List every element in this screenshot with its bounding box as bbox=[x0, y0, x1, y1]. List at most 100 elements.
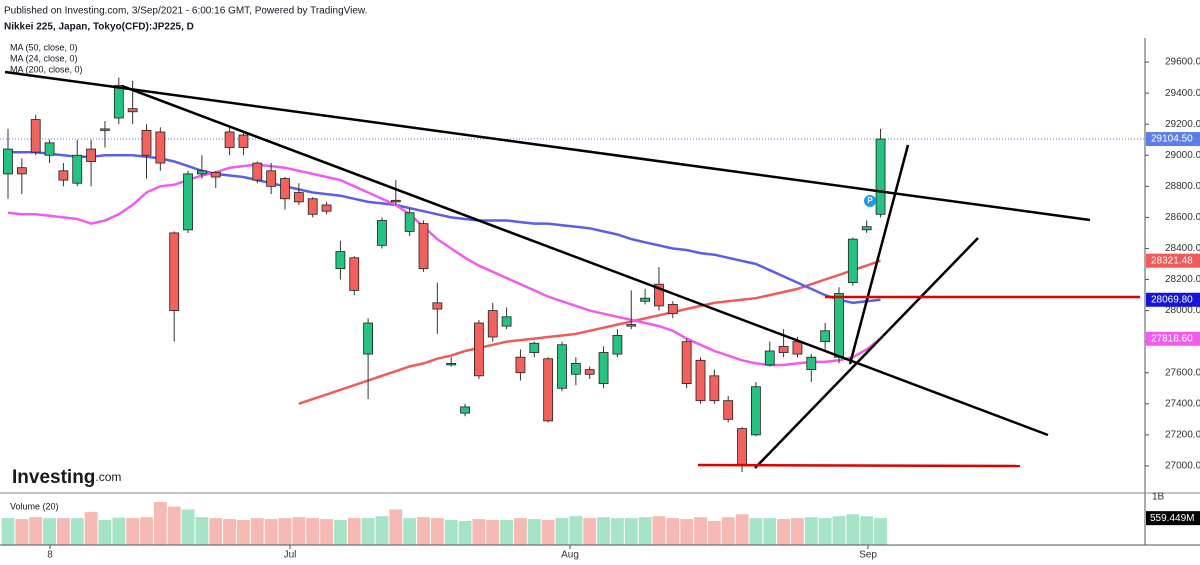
candle-body bbox=[100, 128, 110, 131]
volume-bar bbox=[167, 506, 181, 545]
candle-body bbox=[307, 198, 318, 215]
volume-bar bbox=[112, 517, 126, 545]
candle-body bbox=[321, 204, 332, 212]
volume-bar bbox=[652, 516, 666, 545]
volume-bar bbox=[70, 518, 84, 545]
candle-body bbox=[861, 226, 872, 231]
volume-bar bbox=[375, 516, 389, 545]
volume-bar bbox=[320, 519, 333, 545]
volume-bar bbox=[597, 517, 610, 545]
trend-line bbox=[4, 70, 1091, 222]
instrument-text: Nikkei 225, Japan, Tokyo(CFD):JP225, D bbox=[4, 22, 194, 33]
volume-bar bbox=[140, 517, 153, 545]
candle-body bbox=[16, 167, 27, 175]
volume-bar bbox=[707, 521, 721, 545]
candle-body bbox=[86, 148, 96, 162]
price-label: 27818.60 bbox=[1151, 333, 1193, 344]
candle-body bbox=[847, 238, 858, 284]
candle-body bbox=[113, 84, 124, 119]
volume-last-box bbox=[1146, 511, 1200, 526]
volume-bar bbox=[458, 521, 472, 545]
volume-bar bbox=[209, 518, 223, 545]
candle-body bbox=[709, 375, 720, 402]
volume-bar bbox=[763, 518, 777, 545]
candle-body bbox=[487, 310, 498, 338]
candle-body bbox=[404, 212, 415, 232]
marker-text: P bbox=[867, 196, 873, 205]
candle-body bbox=[141, 130, 152, 156]
volume-bar bbox=[721, 517, 735, 545]
marker-icon bbox=[864, 195, 876, 207]
volume-bar bbox=[403, 518, 417, 545]
candle-body bbox=[612, 335, 623, 355]
candle-body bbox=[169, 232, 180, 311]
candle-body bbox=[44, 142, 55, 156]
price-label: 28321.48 bbox=[1151, 255, 1193, 266]
last-price-label: 29104.50 bbox=[1151, 134, 1193, 145]
x-tick-label: Jul bbox=[284, 550, 297, 561]
price-label-box bbox=[1146, 253, 1200, 268]
candle-body bbox=[335, 251, 346, 270]
candle-body bbox=[515, 356, 526, 374]
y-tick-label: 27200.00 bbox=[1165, 429, 1200, 440]
candle-body bbox=[834, 293, 844, 358]
volume-bar bbox=[486, 520, 500, 545]
candle-body bbox=[737, 428, 747, 465]
volume-bar bbox=[43, 518, 56, 545]
candle-body bbox=[363, 322, 374, 355]
volume-bar bbox=[846, 514, 860, 545]
candle-body bbox=[224, 131, 235, 148]
volume-bar bbox=[1, 518, 15, 545]
x-tick-label: Aug bbox=[561, 550, 579, 561]
candle-body bbox=[390, 199, 401, 203]
volume-bar bbox=[195, 517, 209, 545]
volume-bar bbox=[624, 518, 638, 545]
volume-bar bbox=[223, 519, 237, 545]
candle-body bbox=[501, 316, 512, 327]
volume-bar bbox=[610, 518, 624, 545]
candle-body bbox=[764, 350, 775, 366]
volume-bar bbox=[791, 518, 804, 545]
candle-body bbox=[529, 342, 540, 353]
y-tick-label: 29000.00 bbox=[1165, 150, 1200, 161]
y-tick-label: 27000.00 bbox=[1165, 461, 1200, 472]
price-label-box bbox=[1146, 331, 1200, 346]
y-tick-label: 27400.00 bbox=[1165, 398, 1200, 409]
volume-bar bbox=[735, 514, 749, 545]
volume-bar bbox=[361, 518, 375, 545]
volume-bar bbox=[680, 519, 694, 545]
volume-bar bbox=[153, 502, 167, 545]
volume-last-label: 559.449M bbox=[1150, 513, 1194, 524]
volume-bar bbox=[292, 517, 306, 545]
last-price-box bbox=[1146, 132, 1200, 147]
candle-body bbox=[293, 192, 304, 203]
published-text: Published on Investing.com, 3/Sep/2021 -… bbox=[4, 6, 367, 17]
candle-body bbox=[584, 369, 595, 375]
logo-main: Investing bbox=[12, 467, 95, 488]
marks bbox=[1, 77, 887, 545]
candle-body bbox=[418, 223, 429, 270]
volume-bar bbox=[333, 520, 347, 545]
candle-body bbox=[806, 356, 817, 371]
volume-bar bbox=[818, 518, 832, 545]
candle-body bbox=[598, 352, 609, 385]
candle-body bbox=[751, 386, 761, 436]
overlay: Volume (20) 1B 559.449M MA (50, close, 0) 28… bbox=[10, 42, 1200, 526]
volume-bar bbox=[444, 520, 458, 545]
candle-body bbox=[280, 178, 290, 200]
volume-bar bbox=[430, 518, 444, 545]
volume-bar bbox=[583, 518, 597, 545]
volume-bar bbox=[527, 519, 541, 545]
candle-body bbox=[210, 171, 221, 178]
candle-body bbox=[473, 322, 484, 377]
candle-body bbox=[723, 400, 734, 420]
candle-body bbox=[460, 406, 470, 414]
horizontal-line bbox=[697, 463, 1021, 468]
trend-line bbox=[121, 84, 1049, 437]
candle-body bbox=[778, 345, 789, 353]
candle-body bbox=[72, 154, 83, 184]
volume-bar bbox=[777, 519, 791, 545]
volume-bar bbox=[472, 519, 486, 545]
